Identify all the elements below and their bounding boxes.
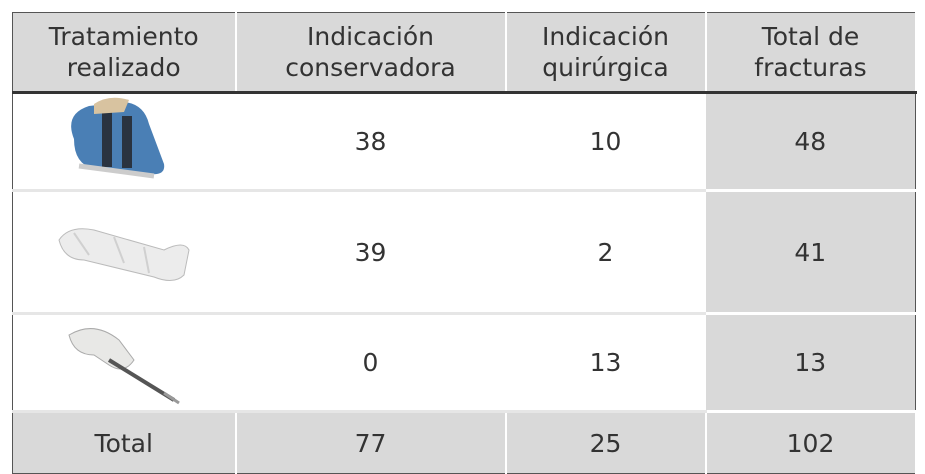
treatment-image — [12, 190, 236, 315]
body-row: 38 10 48 — [12, 92, 916, 192]
header-line: Tratamiento — [48, 22, 199, 51]
total-cell: 77 — [235, 411, 507, 474]
header-line: fracturas — [754, 53, 867, 82]
header-line: Indicación — [542, 22, 669, 51]
header-line: Total de — [761, 22, 860, 51]
value-cell: 39 — [235, 190, 506, 315]
treatment-image — [12, 92, 236, 192]
header-line: Indicación — [307, 22, 434, 51]
body-row: 39 2 41 — [12, 190, 916, 315]
value-cell: 48 — [705, 92, 916, 192]
total-cell: 25 — [505, 411, 707, 474]
total-cell: 102 — [705, 411, 917, 474]
treatment-icon — [68, 328, 181, 405]
treatment-image — [12, 313, 236, 413]
body-row: 0 13 13 — [12, 313, 916, 413]
header-cell: Indicación quirúrgica — [505, 12, 707, 94]
value-cell: 2 — [505, 190, 706, 315]
header-row: Tratamiento realizado Indicación conservado… — [12, 12, 917, 94]
total-row: Total 77 25 102 — [12, 411, 917, 474]
header-line: quirúrgica — [542, 53, 669, 82]
page: Tratamiento realizado Indicación conservado… — [12, 12, 917, 474]
fracture-table: Tratamiento realizado Indicación conservado… — [12, 12, 917, 474]
value-cell: 41 — [705, 190, 916, 315]
value-cell: 13 — [705, 313, 916, 413]
value-cell: 13 — [505, 313, 706, 413]
total-label: Total — [12, 411, 237, 474]
header-line: realizado — [66, 53, 181, 82]
treatment-icon — [58, 227, 190, 281]
value-cell: 0 — [235, 313, 506, 413]
header-cell: Total de fracturas — [705, 12, 917, 94]
value-cell: 38 — [235, 92, 506, 192]
header-cell: Indicación conservadora — [235, 12, 507, 94]
header-line: conservadora — [285, 53, 456, 82]
value-cell: 10 — [505, 92, 706, 192]
treatment-icon — [71, 97, 165, 179]
header-cell: Tratamiento realizado — [12, 12, 237, 94]
